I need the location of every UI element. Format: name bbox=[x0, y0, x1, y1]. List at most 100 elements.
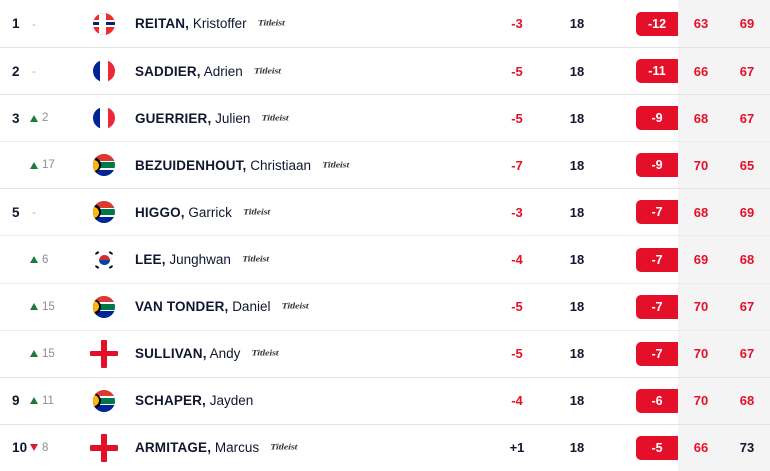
total-score-badge: -7 bbox=[636, 294, 678, 319]
player-last-name: VAN TONDER, bbox=[135, 299, 229, 315]
player-name-cell[interactable]: ARMITAGE, Marcus Titleist bbox=[126, 440, 486, 455]
player-name-cell[interactable]: VAN TONDER, Daniel Titleist bbox=[126, 299, 486, 314]
player-name-cell[interactable]: REITAN, Kristoffer Titleist bbox=[126, 16, 486, 31]
round-1-score: 69 bbox=[693, 252, 709, 268]
titleist-sponsor-logo: Titleist bbox=[322, 160, 349, 170]
table-row[interactable]: 15 VAN TONDER, Daniel Titleist -5 18 -7 70 67 bbox=[0, 282, 770, 330]
movement-value: 17 bbox=[42, 159, 55, 172]
total-score-badge: -7 bbox=[636, 341, 678, 366]
flag-south-africa-icon bbox=[93, 154, 115, 177]
player-country-flag bbox=[82, 339, 126, 368]
player-country-flag bbox=[82, 154, 126, 177]
player-name: VAN TONDER, Daniel bbox=[135, 299, 270, 314]
movement-none: - bbox=[32, 16, 36, 31]
holes-thru: 18 bbox=[569, 346, 585, 362]
position-movement: - bbox=[30, 205, 82, 219]
player-name: SCHAPER, Jayden bbox=[135, 393, 253, 408]
player-name: SULLIVAN, Andy bbox=[135, 346, 240, 361]
total-score-cell: -7 bbox=[606, 341, 678, 366]
today-score: -5 bbox=[511, 110, 523, 126]
movement-up-icon bbox=[30, 114, 38, 122]
player-last-name: HIGGO, bbox=[135, 204, 185, 220]
round-2-score: 65 bbox=[739, 157, 755, 173]
holes-thru: 18 bbox=[569, 157, 585, 173]
movement-value: 11 bbox=[42, 394, 54, 407]
table-row[interactable]: 2- SADDIER, Adrien Titleist -5 18 -11 66 67 bbox=[0, 47, 770, 94]
position-movement: 15 bbox=[30, 301, 82, 313]
player-first-name: Garrick bbox=[188, 204, 232, 220]
total-score-badge: -9 bbox=[636, 153, 678, 178]
total-score-cell: -5 bbox=[606, 435, 678, 460]
table-row[interactable]: 10 8 ARMITAGE, Marcus Titleist +1 18 -5 66 73 bbox=[0, 423, 770, 471]
flag-france-icon bbox=[93, 60, 115, 83]
round-1-score: 70 bbox=[693, 346, 709, 362]
titleist-sponsor-logo: Titleist bbox=[251, 349, 279, 359]
player-position: 3 bbox=[12, 110, 20, 126]
position-movement: 15 bbox=[30, 348, 82, 360]
movement-up-icon bbox=[30, 256, 38, 264]
total-score-cell: -7 bbox=[606, 247, 678, 272]
today-score: -3 bbox=[511, 204, 523, 220]
today-score: -5 bbox=[511, 299, 523, 315]
position-movement: 17 bbox=[30, 159, 82, 171]
table-row[interactable]: 1- REITAN, Kristoffer Titleist -3 18 -12 63 69 bbox=[0, 0, 770, 47]
total-score-cell: -12 bbox=[606, 11, 678, 36]
player-name: REITAN, Kristoffer bbox=[135, 16, 247, 31]
movement-up-icon bbox=[30, 397, 38, 405]
player-name-cell[interactable]: BEZUIDENHOUT, Christiaan Titleist bbox=[126, 158, 486, 173]
table-row[interactable]: 3 2 GUERRIER, Julien Titleist -5 18 -9 68 67 bbox=[0, 94, 770, 141]
holes-thru: 18 bbox=[569, 16, 585, 32]
player-last-name: BEZUIDENHOUT, bbox=[135, 157, 247, 173]
holes-thru: 18 bbox=[569, 252, 585, 268]
position-movement: - bbox=[30, 17, 82, 31]
flag-south-africa-icon bbox=[93, 295, 115, 318]
total-score-badge: -7 bbox=[636, 200, 678, 225]
player-country-flag bbox=[82, 248, 126, 271]
total-score-cell: -9 bbox=[606, 106, 678, 131]
total-score-cell: -9 bbox=[606, 153, 678, 178]
flag-south-africa-icon bbox=[93, 201, 115, 224]
position-movement: - bbox=[30, 64, 82, 78]
player-last-name: SCHAPER, bbox=[135, 393, 206, 409]
flag-england-icon bbox=[90, 339, 118, 368]
total-score-badge: -5 bbox=[636, 435, 678, 460]
total-score-cell: -6 bbox=[606, 388, 678, 413]
table-row[interactable]: 6 LEE, Junghwan Titleist -4 18 -7 69 68 bbox=[0, 235, 770, 282]
today-score: -4 bbox=[511, 252, 523, 268]
movement-value: 2 bbox=[42, 112, 49, 125]
today-score: -5 bbox=[511, 63, 523, 79]
today-score: +1 bbox=[509, 440, 525, 456]
player-name: HIGGO, Garrick bbox=[135, 205, 232, 220]
round-1-score: 66 bbox=[693, 440, 709, 456]
player-name-cell[interactable]: SCHAPER, Jayden bbox=[126, 393, 486, 408]
player-country-flag bbox=[82, 201, 126, 224]
titleist-sponsor-logo: Titleist bbox=[257, 19, 285, 29]
flag-england-icon bbox=[90, 433, 118, 462]
flag-south-africa-icon bbox=[93, 389, 115, 412]
movement-value: 15 bbox=[42, 300, 55, 313]
player-name-cell[interactable]: SULLIVAN, Andy Titleist bbox=[126, 346, 486, 361]
player-name-cell[interactable]: HIGGO, Garrick Titleist bbox=[126, 205, 486, 220]
player-name: LEE, Junghwan bbox=[135, 252, 231, 267]
round-2-score: 69 bbox=[739, 16, 755, 32]
total-score-cell: -7 bbox=[606, 294, 678, 319]
player-name-cell[interactable]: GUERRIER, Julien Titleist bbox=[126, 111, 486, 126]
round-1-score: 70 bbox=[693, 393, 709, 409]
today-score: -5 bbox=[511, 346, 523, 362]
table-row[interactable]: 9 11 SCHAPER, Jayden -4 18 -6 70 68 bbox=[0, 376, 770, 424]
table-row[interactable]: 5- HIGGO, Garrick Titleist -3 18 -7 68 69 bbox=[0, 188, 770, 235]
round-2-score: 69 bbox=[739, 204, 755, 220]
player-name-cell[interactable]: LEE, Junghwan Titleist bbox=[126, 252, 486, 267]
player-last-name: ARMITAGE, bbox=[135, 440, 212, 456]
flag-south-korea-icon bbox=[93, 248, 115, 271]
player-position: 5 bbox=[12, 204, 20, 220]
position-movement: 11 bbox=[30, 395, 82, 407]
player-country-flag bbox=[82, 389, 126, 412]
flag-norway-icon bbox=[93, 12, 115, 35]
flag-france-icon bbox=[93, 107, 115, 130]
table-row[interactable]: 15 SULLIVAN, Andy Titleist -5 18 -7 70 67 bbox=[0, 329, 770, 377]
table-row[interactable]: 17 BEZUIDENHOUT, Christiaan Titleist -7 18 -9… bbox=[0, 141, 770, 188]
player-name-cell[interactable]: SADDIER, Adrien Titleist bbox=[126, 64, 486, 79]
movement-up-icon bbox=[30, 350, 38, 358]
